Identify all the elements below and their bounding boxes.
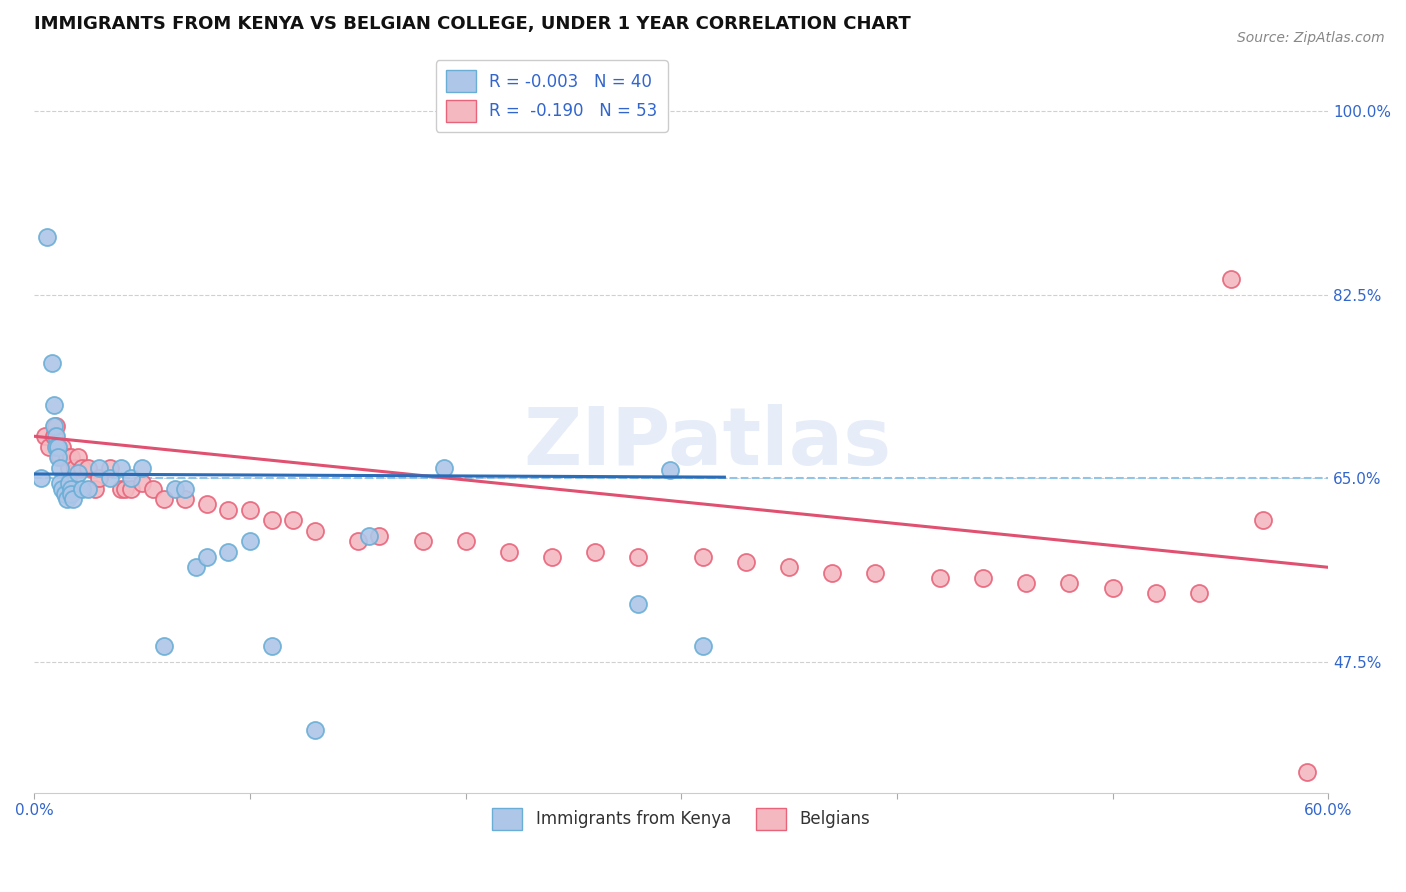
Point [260,639,283,653]
Point [53,487,76,501]
Point [45,418,67,433]
Point [1015,576,1038,591]
Point [87,460,110,475]
Point [120,482,142,496]
Point [195,549,218,564]
Point [627,597,650,611]
Point [1188,586,1211,600]
Point [184,560,207,574]
Point [929,571,952,585]
Point [55,492,77,507]
Point [62,492,84,507]
Point [972,571,994,585]
Point [152,639,174,653]
Point [42,429,65,443]
Point [30,471,52,485]
Point [821,566,844,580]
Point [131,476,153,491]
Point [70,460,93,475]
Point [45,440,67,454]
Point [49,460,72,475]
Point [152,492,174,507]
Point [1253,513,1275,527]
Point [131,460,153,475]
Legend: Immigrants from Kenya, Belgians: Immigrants from Kenya, Belgians [485,802,877,837]
Point [142,482,165,496]
Point [42,398,65,412]
Point [1295,764,1317,779]
Point [60,450,83,465]
Point [45,429,67,443]
Text: ZIPatlas: ZIPatlas [523,404,891,482]
Point [66,450,89,465]
Point [46,440,69,454]
Point [368,529,391,543]
Point [77,482,100,496]
Point [77,460,100,475]
Point [87,471,110,485]
Point [865,566,887,580]
Point [110,482,132,496]
Point [55,450,77,465]
Point [120,471,142,485]
Point [60,487,83,501]
Point [65,460,87,475]
Point [583,544,606,558]
Point [692,549,714,564]
Point [110,460,132,475]
Point [60,482,83,496]
Point [98,460,121,475]
Point [260,513,283,527]
Point [498,544,520,558]
Point [49,476,72,491]
Point [83,482,105,496]
Point [49,450,72,465]
Point [1220,272,1243,286]
Point [98,471,121,485]
Point [163,482,186,496]
Point [454,534,477,549]
Point [58,460,80,475]
Point [70,482,93,496]
Point [735,555,758,569]
Point [433,460,456,475]
Point [37,230,59,244]
Point [46,440,69,454]
Point [174,492,197,507]
Point [46,450,69,465]
Point [304,524,326,538]
Point [42,418,65,433]
Point [195,497,218,511]
Point [66,466,89,480]
Point [304,723,326,737]
Point [58,476,80,491]
Point [357,529,380,543]
Point [412,534,434,549]
Point [174,482,197,496]
Point [114,482,136,496]
Point [281,513,304,527]
Text: IMMIGRANTS FROM KENYA VS BELGIAN COLLEGE, UNDER 1 YEAR CORRELATION CHART: IMMIGRANTS FROM KENYA VS BELGIAN COLLEGE… [34,15,911,33]
Point [659,463,682,477]
Point [239,534,262,549]
Point [239,502,262,516]
Point [1144,586,1167,600]
Point [51,440,73,454]
Point [1059,576,1081,591]
Point [217,502,239,516]
Point [38,440,60,454]
Point [41,356,63,370]
Point [51,482,73,496]
Point [217,544,239,558]
Point [692,639,714,653]
Point [34,429,56,443]
Point [778,560,800,574]
Point [1101,581,1123,595]
Text: Source: ZipAtlas.com: Source: ZipAtlas.com [1237,31,1385,45]
Point [627,549,650,564]
Point [346,534,368,549]
Point [541,549,564,564]
